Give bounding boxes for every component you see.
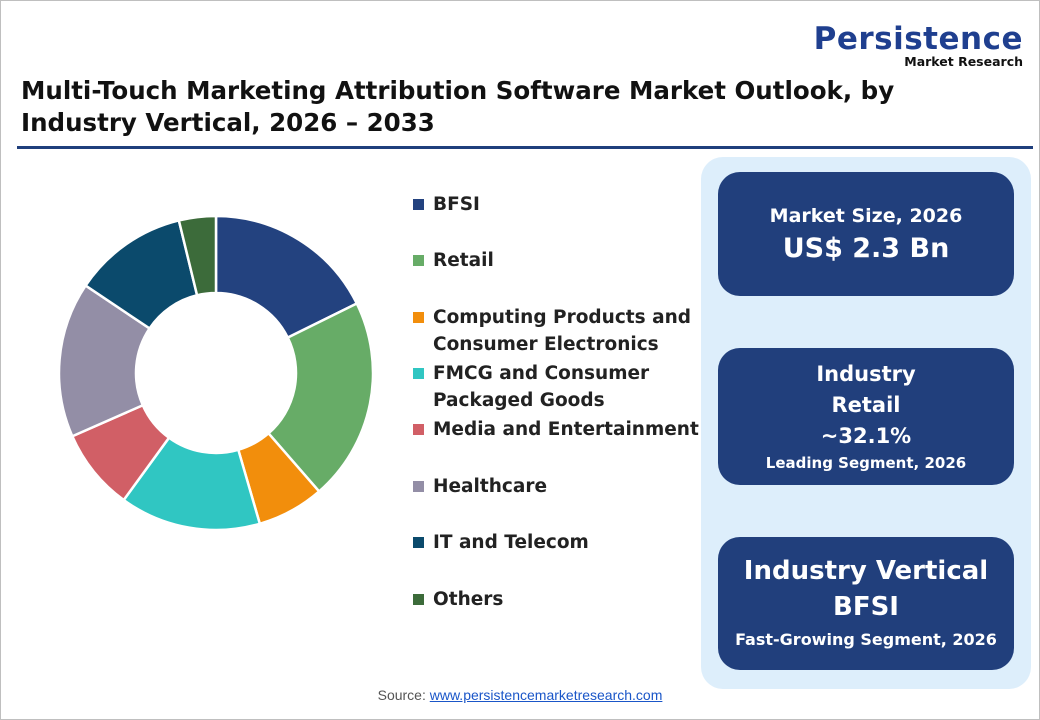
legend-label: Retail	[433, 247, 494, 274]
legend-item: Computing Products and Consumer Electroni…	[413, 304, 691, 358]
legend-label: Others	[433, 586, 503, 613]
vertical-card: Industry Vertical BFSI Fast-Growing Segm…	[718, 537, 1014, 670]
legend-label: FMCG and Consumer Packaged Goods	[433, 360, 649, 414]
donut-slice-healthcare	[57, 283, 152, 438]
legend-item: FMCG and Consumer Packaged Goods	[413, 360, 649, 414]
title-divider	[17, 146, 1033, 149]
market-size-value: US$ 2.3 Bn	[782, 232, 950, 264]
legend-item: Healthcare	[413, 473, 547, 500]
legend-label-line: Consumer Electronics	[433, 334, 659, 355]
legend-label-line: FMCG and Consumer	[433, 363, 650, 384]
donut-slice-retail	[266, 301, 375, 494]
market-size-label: Market Size, 2026	[769, 204, 963, 227]
legend-item: Retail	[413, 247, 494, 274]
legend-label-line: Healthcare	[433, 476, 547, 497]
legend-label: Healthcare	[433, 473, 547, 500]
source-link[interactable]: www.persistencemarketresearch.com	[429, 687, 663, 703]
source-line: Source: www.persistencemarketresearch.co…	[1, 687, 1039, 703]
donut-slice-bfsi	[214, 214, 359, 340]
industry-note: Leading Segment, 2026	[765, 454, 967, 472]
donut-slice-others	[177, 214, 218, 297]
vertical-segment: BFSI	[833, 591, 899, 622]
legend-item: Media and Entertainment	[413, 416, 699, 443]
vertical-note: Fast-Growing Segment, 2026	[735, 629, 997, 649]
logo-sub: Market Research	[904, 54, 1023, 69]
market-size-card: Market Size, 2026 US$ 2.3 Bn	[718, 172, 1014, 296]
donut-chart	[57, 214, 375, 532]
legend-swatch	[413, 424, 424, 435]
legend-label-line: Media and Entertainment	[433, 419, 699, 440]
legend-label-line: Retail	[433, 250, 494, 271]
vertical-label: Industry Vertical	[743, 555, 989, 586]
legend-label-line: BFSI	[433, 194, 480, 215]
logo: Persistence Market Research	[814, 23, 1023, 69]
legend-label: Computing Products and Consumer Electroni…	[433, 304, 691, 358]
legend-label-line: IT and Telecom	[433, 532, 589, 553]
legend-swatch	[413, 537, 424, 548]
legend-swatch	[413, 368, 424, 379]
legend-item: IT and Telecom	[413, 529, 589, 556]
legend-label-line: Packaged Goods	[433, 390, 605, 411]
legend-swatch	[413, 594, 424, 605]
legend-label: IT and Telecom	[433, 529, 589, 556]
legend-label: BFSI	[433, 191, 480, 218]
logo-main: Persistence	[813, 21, 1023, 57]
page-title: Multi-Touch Marketing Attribution Softwa…	[21, 76, 895, 137]
industry-label: Industry	[816, 362, 916, 386]
legend-swatch	[413, 199, 424, 210]
industry-share: ~32.1%	[820, 424, 912, 448]
industry-card: Industry Retail ~32.1% Leading Segment, …	[718, 348, 1014, 485]
legend-swatch	[413, 312, 424, 323]
legend-swatch	[413, 255, 424, 266]
legend-swatch	[413, 481, 424, 492]
industry-segment: Retail	[831, 393, 901, 417]
source-label: Source:	[377, 687, 426, 703]
legend-label-line: Computing Products and	[433, 307, 691, 328]
legend-item: BFSI	[413, 191, 480, 218]
legend-label-line: Others	[433, 589, 504, 610]
legend-label: Media and Entertainment	[433, 416, 699, 443]
summary-panel: Market Size, 2026 US$ 2.3 Bn Industry Re…	[701, 157, 1031, 689]
legend-item: Others	[413, 586, 503, 613]
